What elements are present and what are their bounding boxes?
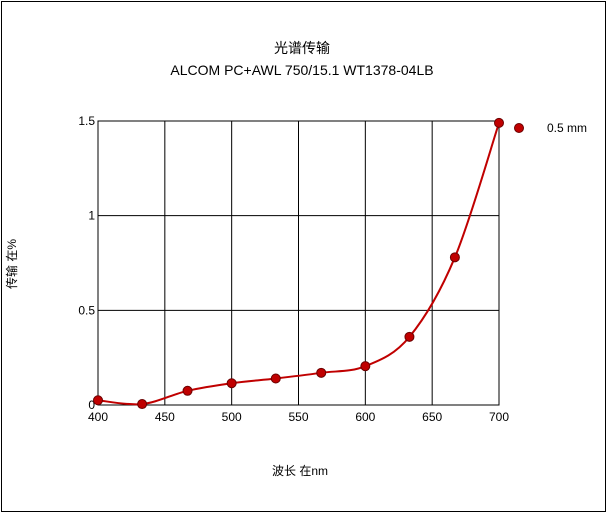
- series-group: [93, 117, 504, 410]
- x-tick-label: 500: [222, 410, 242, 424]
- chart-subtitle: ALCOM PC+AWL 750/15.1 WT1378-04LB: [170, 62, 433, 78]
- series-line: [97, 122, 500, 406]
- data-point: [449, 252, 460, 263]
- y-tick-label: 0: [88, 398, 95, 412]
- data-point: [270, 373, 281, 384]
- x-tick-label: 700: [489, 410, 509, 424]
- x-tick-label: 600: [355, 410, 375, 424]
- x-tick-label: 550: [288, 410, 308, 424]
- data-point: [404, 331, 415, 342]
- x-axis-label: 波长 在nm: [272, 464, 328, 478]
- data-point: [137, 399, 148, 410]
- x-tick-label: 450: [155, 410, 175, 424]
- tick-labels: 400 450 500 550 600 650 700 0 0.5 1 1.5: [78, 114, 509, 424]
- y-tick-label: 1.5: [78, 114, 95, 128]
- data-point: [360, 361, 371, 372]
- y-tick-label: 0.5: [78, 303, 95, 317]
- data-point: [182, 385, 193, 396]
- chart-title: 光谱传输: [274, 40, 330, 56]
- x-tick-label: 400: [88, 410, 108, 424]
- data-point: [316, 367, 327, 378]
- legend-label: 0.5 mm: [547, 121, 587, 135]
- y-tick-label: 1: [88, 209, 95, 223]
- y-axis-label: 传输 在%: [4, 239, 19, 289]
- grid-lines: [97, 120, 500, 406]
- data-point: [93, 395, 103, 406]
- data-point: [226, 378, 237, 389]
- data-point: [494, 117, 504, 128]
- legend: 0.5 mm: [514, 121, 587, 135]
- legend-marker: [514, 123, 524, 133]
- x-tick-label: 650: [422, 410, 442, 424]
